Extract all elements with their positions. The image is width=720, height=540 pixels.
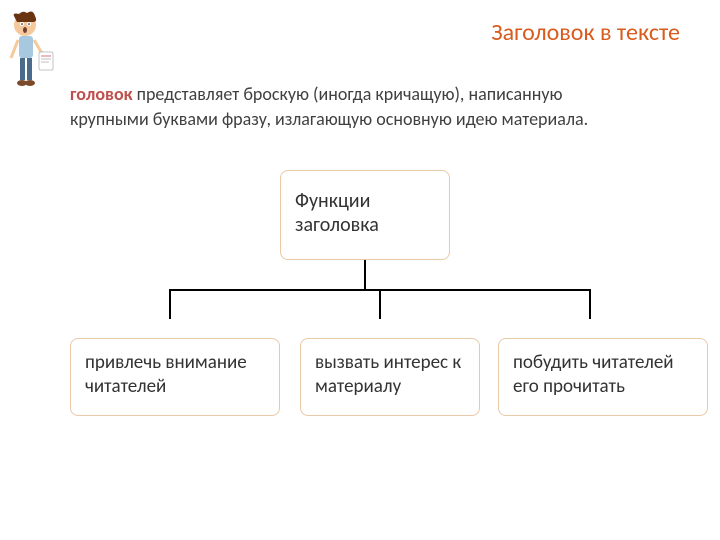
connector-line xyxy=(379,289,381,319)
page-title: Заголовок в тексте xyxy=(491,18,680,47)
root-node: Функции заголовка xyxy=(280,170,450,260)
subtitle-line1: представляет броскую (иногда кричащую), … xyxy=(133,83,563,105)
function-diagram: Функции заголовка привлечь внимание чита… xyxy=(0,170,720,500)
leaf-node: побудить читателей его прочитать xyxy=(498,338,708,416)
connector-line xyxy=(589,289,591,319)
subtitle-keyword: головок xyxy=(70,83,133,105)
cartoon-character-icon xyxy=(5,10,60,110)
subtitle-line2: крупными буквами фразу, излагающую основ… xyxy=(70,108,588,130)
connector-line xyxy=(169,289,171,319)
subtitle-text: головок представляет броскую (иногда кри… xyxy=(70,82,680,132)
leaf-node: привлечь внимание читателей xyxy=(70,338,280,416)
connector-line xyxy=(364,260,366,290)
leaf-node: вызвать интерес к материалу xyxy=(300,338,480,416)
